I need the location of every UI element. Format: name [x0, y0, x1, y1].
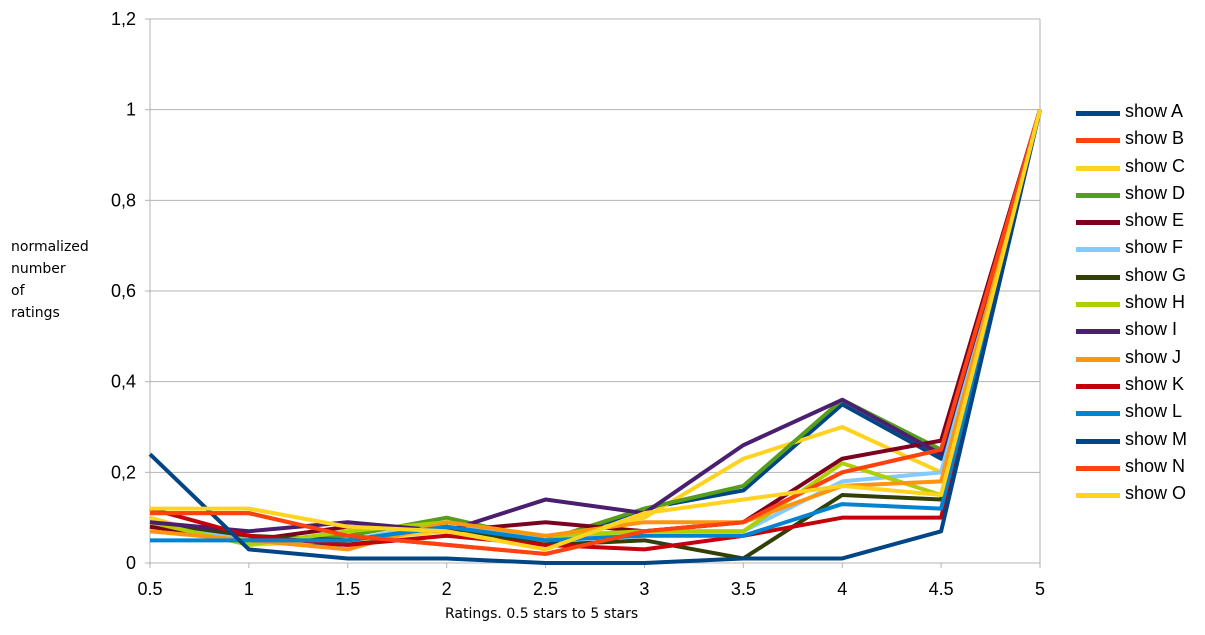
x-tick-label: 3 [639, 579, 649, 599]
series-line-show-j [149, 109, 1042, 552]
y-tick-label: 0,8 [111, 190, 136, 210]
legend-swatch [1076, 383, 1120, 389]
y-tick-labels: 0 0,2 0,4 0,6 0,8 1 1,2 [111, 9, 136, 573]
legend-label: show C [1125, 155, 1186, 176]
legend-swatch [1076, 220, 1120, 226]
y-axis-label: normalized number of ratings [11, 236, 89, 324]
legend-label: show J [1125, 346, 1182, 367]
legend-swatch [1076, 138, 1120, 144]
series-lines [148, 109, 1042, 565]
legend-swatch [1076, 165, 1120, 171]
legend-swatch [1076, 411, 1120, 417]
legend-swatch [1076, 438, 1120, 444]
x-tick-label: 3.5 [731, 579, 756, 599]
legend-label: show E [1125, 210, 1185, 231]
series-line-show-c [149, 109, 1042, 547]
x-tick-label: 4 [837, 579, 847, 599]
legend-swatch [1076, 493, 1120, 499]
legend-swatch [1076, 465, 1120, 471]
legend-label: show L [1125, 401, 1183, 422]
x-tick-label: 0.5 [137, 579, 162, 599]
x-tick-label: 1 [244, 579, 254, 599]
series-line-show-m [148, 109, 1042, 565]
legend-swatch [1076, 356, 1120, 362]
legend-label: show I [1125, 319, 1178, 340]
y-axis-label-line: ratings [11, 305, 60, 321]
legend-label: show G [1125, 264, 1187, 285]
legend-label: show A [1125, 101, 1184, 121]
x-axis-label: Ratings. 0.5 stars to 5 stars [445, 606, 639, 622]
x-tick-label: 1.5 [335, 579, 360, 599]
series-line-show-o [150, 109, 1042, 552]
legend-label: show K [1125, 373, 1185, 394]
legend-label: show N [1125, 455, 1186, 476]
x-tick-label: 2.5 [533, 579, 558, 599]
series-line-show-n [150, 109, 1042, 556]
legend-swatch [1076, 302, 1120, 308]
series-line-show-h [149, 109, 1042, 547]
x-tick-label: 2 [442, 579, 452, 599]
series-line-show-e [149, 109, 1042, 543]
series-line-show-i [149, 109, 1042, 534]
legend-label: show H [1125, 292, 1186, 313]
series-line-show-f [149, 109, 1042, 543]
legend-swatch [1076, 274, 1120, 280]
y-tick-label: 1 [126, 100, 136, 120]
x-tick-labels: 0.5 1 1.5 2 2.5 3 3.5 4 4.5 5 [137, 579, 1045, 599]
legend-swatch [1076, 247, 1120, 253]
y-axis-label-line: of [11, 283, 25, 299]
y-axis-label-line: number [11, 261, 66, 277]
series-line-show-l [150, 109, 1042, 543]
y-tick-label: 0,4 [111, 372, 136, 392]
legend-label: show M [1125, 428, 1188, 449]
y-tick-label: 0,2 [111, 462, 136, 482]
y-tick-label: 1,2 [111, 9, 136, 29]
legend-swatch [1076, 192, 1120, 198]
legend-label: show B [1125, 128, 1185, 149]
y-axis-label-line: normalized [11, 239, 89, 255]
legend-swatch [1076, 329, 1120, 335]
legend-label: show F [1125, 237, 1184, 258]
legend-label: show D [1125, 182, 1186, 203]
series-line-show-a [149, 109, 1042, 547]
legend-swatch [1076, 111, 1120, 116]
legend-label: show O [1125, 483, 1187, 504]
series-line-show-b [150, 109, 1042, 556]
y-tick-label: 0,6 [111, 281, 136, 301]
grid-lines [150, 18, 1040, 473]
x-tick-label: 4.5 [929, 579, 954, 599]
y-tick-label: 0 [126, 553, 136, 573]
x-tick-label: 5 [1035, 579, 1045, 599]
